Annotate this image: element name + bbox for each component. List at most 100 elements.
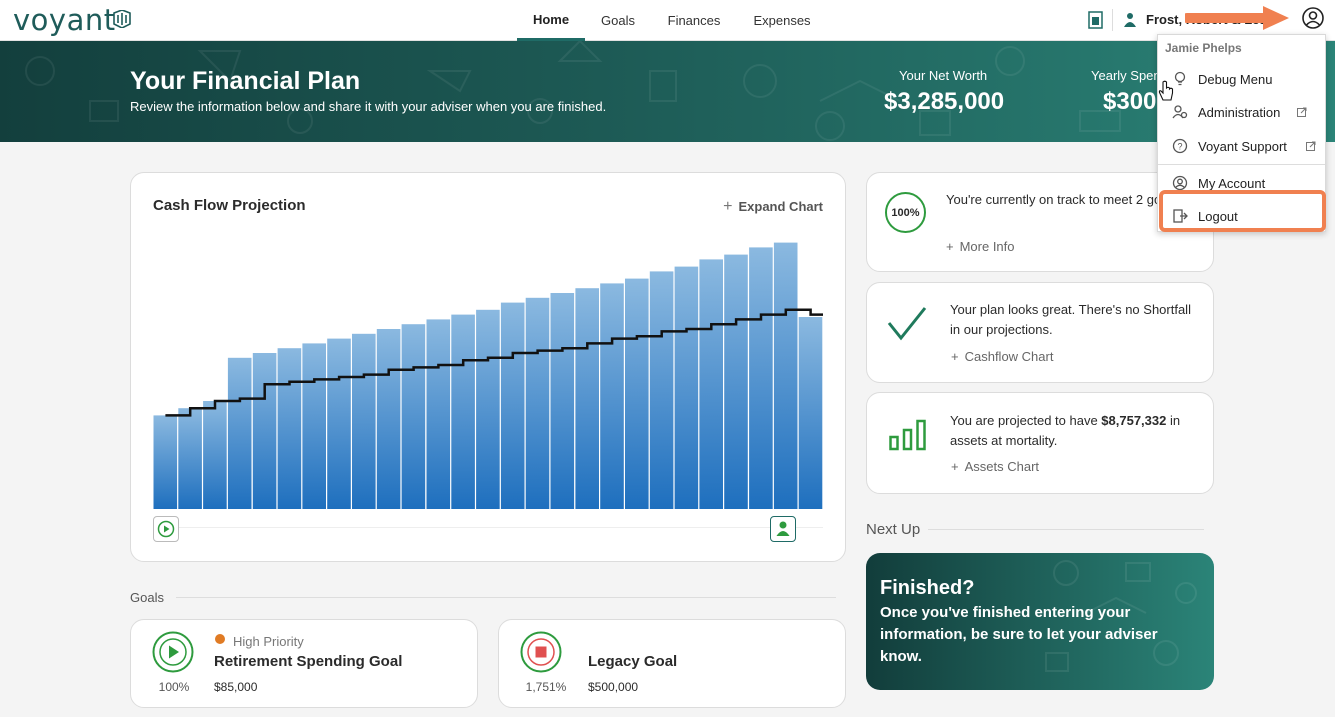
cash-flow-bar[interactable] — [153, 415, 178, 509]
cash-flow-bar[interactable] — [500, 302, 525, 509]
cash-flow-bar[interactable] — [550, 293, 575, 509]
goal-priority: High Priority — [233, 634, 304, 649]
cash-flow-bar[interactable] — [451, 314, 475, 509]
checkmark-icon — [887, 307, 927, 341]
cash-flow-bar[interactable] — [625, 278, 649, 509]
help-circle-icon: ? — [1172, 138, 1188, 154]
menu-item-my-account[interactable]: My Account — [1158, 167, 1325, 199]
nav-finances[interactable]: Finances — [667, 13, 721, 28]
cashflow-chart-link[interactable]: + Cashflow Chart — [951, 349, 1053, 364]
nav-goals[interactable]: Goals — [601, 13, 635, 28]
expand-chart-button[interactable]: + Expand Chart — [723, 198, 823, 216]
chart-title: Cash Flow Projection — [153, 197, 306, 214]
plus-icon: + — [951, 349, 959, 364]
cash-flow-bar[interactable] — [773, 242, 798, 509]
cash-flow-bar[interactable] — [178, 408, 202, 509]
net-worth-value: $3,285,000 — [884, 88, 1005, 115]
cash-flow-bar[interactable] — [203, 401, 227, 509]
menu-label: Administration — [1198, 105, 1281, 120]
plus-icon: + — [723, 198, 733, 215]
goal-amount: $500,000 — [588, 680, 639, 694]
cash-flow-bar[interactable] — [302, 343, 326, 509]
cash-flow-card: Cash Flow Projection + Expand Chart — [130, 172, 846, 562]
user-menu-dropdown: Jamie Phelps Debug Menu Administration ?… — [1157, 34, 1326, 232]
cash-flow-bar[interactable] — [575, 288, 599, 509]
cash-flow-bar[interactable] — [401, 324, 426, 509]
cash-flow-bar[interactable] — [352, 333, 376, 509]
logout-highlight — [1159, 190, 1326, 232]
goals-section-label: Goals — [130, 590, 164, 605]
timeline-end-marker[interactable] — [770, 516, 796, 542]
cash-flow-bar[interactable] — [525, 297, 550, 509]
assets-chart-label: Assets Chart — [964, 459, 1040, 474]
voyant-logo-icon — [113, 10, 131, 28]
finished-title: Finished? — [880, 577, 975, 599]
shortfall-card: Your plan looks great. There's no Shortf… — [866, 282, 1214, 383]
cash-flow-bar[interactable] — [252, 353, 277, 509]
nav-expenses[interactable]: Expenses — [753, 13, 811, 28]
user-account-icon[interactable] — [1302, 7, 1324, 29]
household-icon — [1124, 13, 1136, 27]
top-bar: voyant Home Goals Finances Expenses Fros… — [0, 0, 1335, 41]
menu-item-logout[interactable]: Logout — [1158, 200, 1325, 232]
more-info-link[interactable]: + More Info — [946, 239, 1015, 254]
menu-label: Voyant Support — [1198, 139, 1287, 154]
goal-card-legacy[interactable]: 1,751% Legacy Goal $500,000 — [498, 619, 846, 708]
play-circle-icon — [157, 520, 175, 538]
bar-chart-icon — [889, 419, 926, 451]
cash-flow-bar[interactable] — [798, 317, 823, 509]
cash-flow-bar[interactable] — [674, 266, 699, 509]
yearly-spending-label: Yearly Spen — [1091, 68, 1161, 83]
assets-text-prefix: You are projected to have — [950, 413, 1102, 428]
hero-banner: Your Financial Plan Review the informati… — [0, 41, 1335, 142]
goal-name: Legacy Goal — [588, 653, 678, 670]
assets-text-suffix: in assets at mortality. — [950, 413, 1181, 448]
cash-flow-bar[interactable] — [426, 319, 451, 509]
progress-badge: 100% — [885, 192, 926, 233]
cash-flow-bar[interactable] — [277, 348, 302, 509]
menu-label: My Account — [1198, 176, 1266, 191]
external-link-icon — [1297, 107, 1307, 117]
menu-item-support[interactable]: ? Voyant Support — [1158, 130, 1325, 162]
priority-dot — [215, 634, 225, 644]
timeline-start-marker[interactable] — [153, 516, 179, 542]
cash-flow-bar[interactable] — [724, 254, 748, 509]
finished-card[interactable]: Finished? Once you've finished entering … — [866, 553, 1214, 690]
assets-amount: $8,757,332 — [1101, 413, 1167, 428]
shortfall-text: Your plan looks great. There's no Shortf… — [950, 302, 1191, 337]
assets-chart-link[interactable]: + Assets Chart — [951, 459, 1039, 474]
on-track-text: You're currently on track to meet 2 goal… — [946, 192, 1182, 207]
cash-flow-bar[interactable] — [376, 329, 401, 509]
header-divider — [1112, 9, 1113, 31]
nav-home[interactable]: Home — [517, 0, 585, 41]
cash-flow-bar[interactable] — [600, 283, 624, 509]
voyant-logo[interactable]: voyant — [13, 3, 116, 37]
cash-flow-bar[interactable] — [476, 309, 500, 509]
stop-goal-icon — [520, 631, 562, 673]
person-icon — [776, 521, 790, 536]
goal-card-retirement[interactable]: 100% High Priority Retirement Spending G… — [130, 619, 478, 708]
cash-flow-bar[interactable] — [699, 259, 723, 509]
assets-text: You are projected to have $8,757,332 in … — [950, 411, 1200, 451]
cash-flow-bar[interactable] — [327, 338, 351, 509]
report-icon[interactable] — [1088, 11, 1103, 29]
timeline-track — [153, 527, 823, 528]
cash-flow-bar[interactable] — [649, 271, 674, 509]
goal-percent: 1,751% — [525, 680, 567, 694]
finished-body: Once you've finished entering your infor… — [880, 604, 1158, 665]
users-gear-icon — [1172, 105, 1188, 119]
cash-flow-bar[interactable] — [749, 247, 773, 509]
next-up-label: Next Up — [866, 521, 921, 538]
menu-item-administration[interactable]: Administration — [1158, 96, 1325, 128]
annotation-arrow — [1185, 6, 1289, 30]
cash-flow-chart[interactable] — [153, 233, 823, 509]
plus-icon: + — [951, 459, 959, 474]
yearly-spending-value: $300 — [1103, 88, 1157, 115]
goals-on-track-card: 100% You're currently on track to meet 2… — [866, 172, 1214, 272]
cash-flow-bar[interactable] — [227, 357, 252, 509]
menu-item-debug[interactable]: Debug Menu — [1158, 63, 1325, 95]
menu-divider — [1158, 164, 1325, 165]
page-title: Your Financial Plan — [130, 67, 361, 95]
page-subtitle: Review the information below and share i… — [130, 99, 607, 114]
finished-pattern — [1045, 560, 1197, 672]
